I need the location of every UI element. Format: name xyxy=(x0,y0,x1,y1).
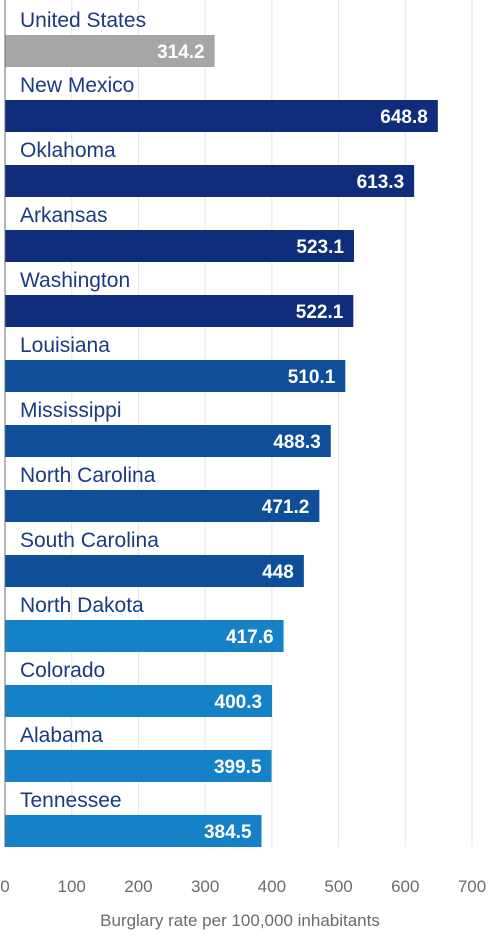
category-label: North Carolina xyxy=(20,464,156,487)
x-tick-label: 100 xyxy=(58,877,86,896)
category-label: Washington xyxy=(20,269,130,292)
bar-row: South Carolina 448 xyxy=(5,529,304,587)
category-label: United States xyxy=(20,9,146,32)
bar-row: Louisiana 510.1 xyxy=(5,334,346,392)
value-label: 314.2 xyxy=(157,42,205,63)
bar-row: Washington 522.1 xyxy=(5,269,354,327)
category-label: New Mexico xyxy=(20,74,134,97)
gridlines xyxy=(71,0,473,847)
bar xyxy=(5,555,304,587)
value-label: 488.3 xyxy=(273,432,321,453)
bar xyxy=(5,165,415,197)
bar-row: North Dakota 417.6 xyxy=(5,594,284,652)
category-label: Mississippi xyxy=(20,399,122,422)
bar xyxy=(5,620,284,652)
bar-row: Oklahoma 613.3 xyxy=(5,139,415,197)
value-label: 510.1 xyxy=(288,367,336,388)
bar xyxy=(5,295,354,327)
x-axis-title: Burglary rate per 100,000 inhabitants xyxy=(100,911,380,930)
x-tick-label: 600 xyxy=(391,877,419,896)
category-label: Colorado xyxy=(20,659,105,682)
value-label: 471.2 xyxy=(262,497,310,518)
category-label: Arkansas xyxy=(20,204,108,227)
bar-row: New Mexico 648.8 xyxy=(5,74,438,132)
bars: United States 314.2 New Mexico 648.8 Oklahom… xyxy=(5,9,438,847)
x-tick-label: 300 xyxy=(191,877,219,896)
bar xyxy=(5,360,346,392)
x-tick-label: 200 xyxy=(124,877,152,896)
category-label: Alabama xyxy=(20,724,103,747)
category-label: Tennessee xyxy=(20,789,122,812)
bar xyxy=(5,425,331,457)
bar-row: United States 314.2 xyxy=(5,9,215,67)
bar xyxy=(5,750,272,782)
category-label: Oklahoma xyxy=(20,139,116,162)
value-label: 523.1 xyxy=(296,237,344,258)
value-label: 400.3 xyxy=(215,692,263,713)
bar-row: Mississippi 488.3 xyxy=(5,399,331,457)
x-tick-label: 0 xyxy=(0,877,9,896)
x-tick-label: 400 xyxy=(258,877,286,896)
value-label: 399.5 xyxy=(214,757,262,778)
value-label: 648.8 xyxy=(380,107,428,128)
bar-row: North Carolina 471.2 xyxy=(5,464,320,522)
value-label: 613.3 xyxy=(357,172,405,193)
bar xyxy=(5,100,438,132)
x-axis: 0 100 200 300 400 500 600 700 xyxy=(0,0,486,896)
x-tick-label: 500 xyxy=(324,877,352,896)
value-label: 417.6 xyxy=(226,627,274,648)
bar xyxy=(5,230,354,262)
bar-row: Arkansas 523.1 xyxy=(5,204,354,262)
bar xyxy=(5,35,215,67)
bar xyxy=(5,685,273,717)
category-label: North Dakota xyxy=(20,594,144,617)
value-label: 522.1 xyxy=(296,302,344,323)
category-label: Louisiana xyxy=(20,334,110,357)
category-label: South Carolina xyxy=(20,529,159,552)
bar-row: Alabama 399.5 xyxy=(5,724,272,782)
value-label: 448 xyxy=(262,562,294,583)
x-tick-label: 700 xyxy=(458,877,486,896)
bar-row: Tennessee 384.5 xyxy=(5,789,262,847)
bar xyxy=(5,490,320,522)
bar-row: Colorado 400.3 xyxy=(5,659,273,717)
value-label: 384.5 xyxy=(204,822,252,843)
bar xyxy=(5,815,262,847)
